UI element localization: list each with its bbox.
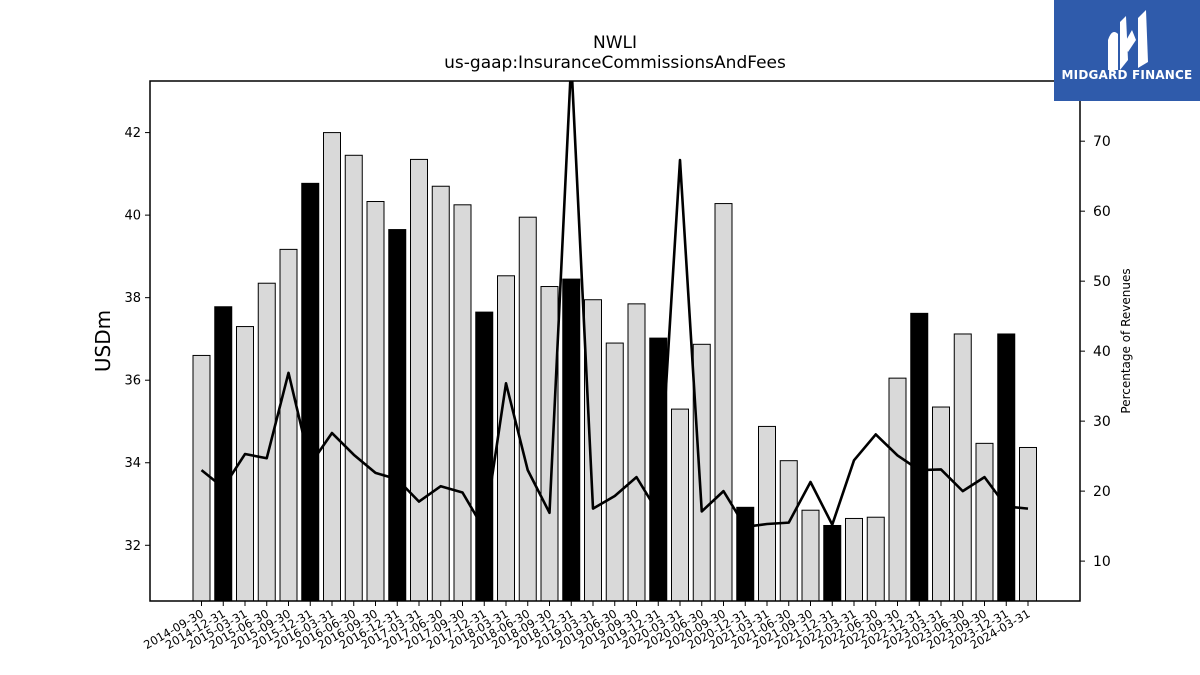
y2-tick-label: 20 [1093, 484, 1111, 500]
y-tick-label: 36 [124, 374, 141, 389]
y2-tick-label: 60 [1093, 204, 1111, 220]
y-tick-label: 32 [124, 539, 141, 554]
bar [584, 299, 602, 602]
bar [627, 303, 646, 602]
chart-subtitle: us-gaap:InsuranceCommissionsAndFees [444, 53, 786, 73]
y-tick-label: 40 [124, 209, 141, 224]
bar [214, 306, 233, 602]
bar-series [192, 132, 1037, 602]
bar [845, 517, 863, 602]
y2-tick-label: 70 [1093, 134, 1111, 150]
bar [910, 312, 929, 602]
bar [953, 333, 972, 602]
line-series [200, 81, 1029, 531]
logo-mark-icon [1108, 10, 1148, 70]
y-tick-label: 38 [124, 291, 141, 306]
bar [388, 229, 407, 602]
y2-tick-label: 50 [1093, 274, 1111, 290]
bar [888, 377, 907, 602]
bar [410, 158, 428, 602]
percentage-line [200, 81, 1029, 531]
bar [866, 516, 885, 602]
bar [453, 204, 472, 602]
y2-axis-label: Percentage of Revenues [1119, 268, 1133, 413]
y-axis-label: USDm [91, 310, 115, 372]
y-axis-right: 10 20 30 40 50 60 70 [1080, 134, 1111, 570]
bar [997, 333, 1016, 602]
bar [562, 278, 581, 602]
logo-text: MIDGARD FINANCE [1061, 68, 1193, 82]
y2-tick-label: 40 [1093, 344, 1111, 360]
bar [301, 182, 320, 602]
bar [497, 275, 515, 602]
bar [975, 442, 994, 602]
bar [366, 201, 385, 602]
chart-title: NWLI [592, 33, 637, 53]
bar [932, 406, 950, 602]
brand-logo: MIDGARD FINANCE [1054, 0, 1200, 101]
bar [475, 311, 494, 602]
bar [779, 460, 798, 602]
bar [736, 506, 755, 602]
y-axis-left: 32 34 36 38 40 42 [124, 126, 150, 554]
bar [540, 286, 559, 602]
bar [649, 337, 668, 602]
bar [192, 354, 211, 602]
bar [431, 185, 450, 602]
bar [823, 524, 842, 602]
y-tick-label: 42 [124, 126, 141, 141]
y-tick-label: 34 [124, 456, 141, 471]
bar [758, 425, 776, 602]
bar [692, 343, 711, 602]
x-axis: 2014-09-302014-12-312015-03-312015-06-30… [141, 601, 1033, 652]
bar [344, 154, 363, 602]
bar [801, 509, 820, 602]
bar [518, 216, 537, 602]
y2-tick-label: 10 [1093, 554, 1111, 570]
bar [671, 408, 689, 602]
bar [1019, 446, 1037, 602]
bar [714, 203, 733, 602]
y2-tick-label: 30 [1093, 414, 1111, 430]
bar [323, 132, 341, 602]
bar [279, 248, 298, 602]
bar [257, 282, 276, 602]
bar [605, 342, 624, 602]
